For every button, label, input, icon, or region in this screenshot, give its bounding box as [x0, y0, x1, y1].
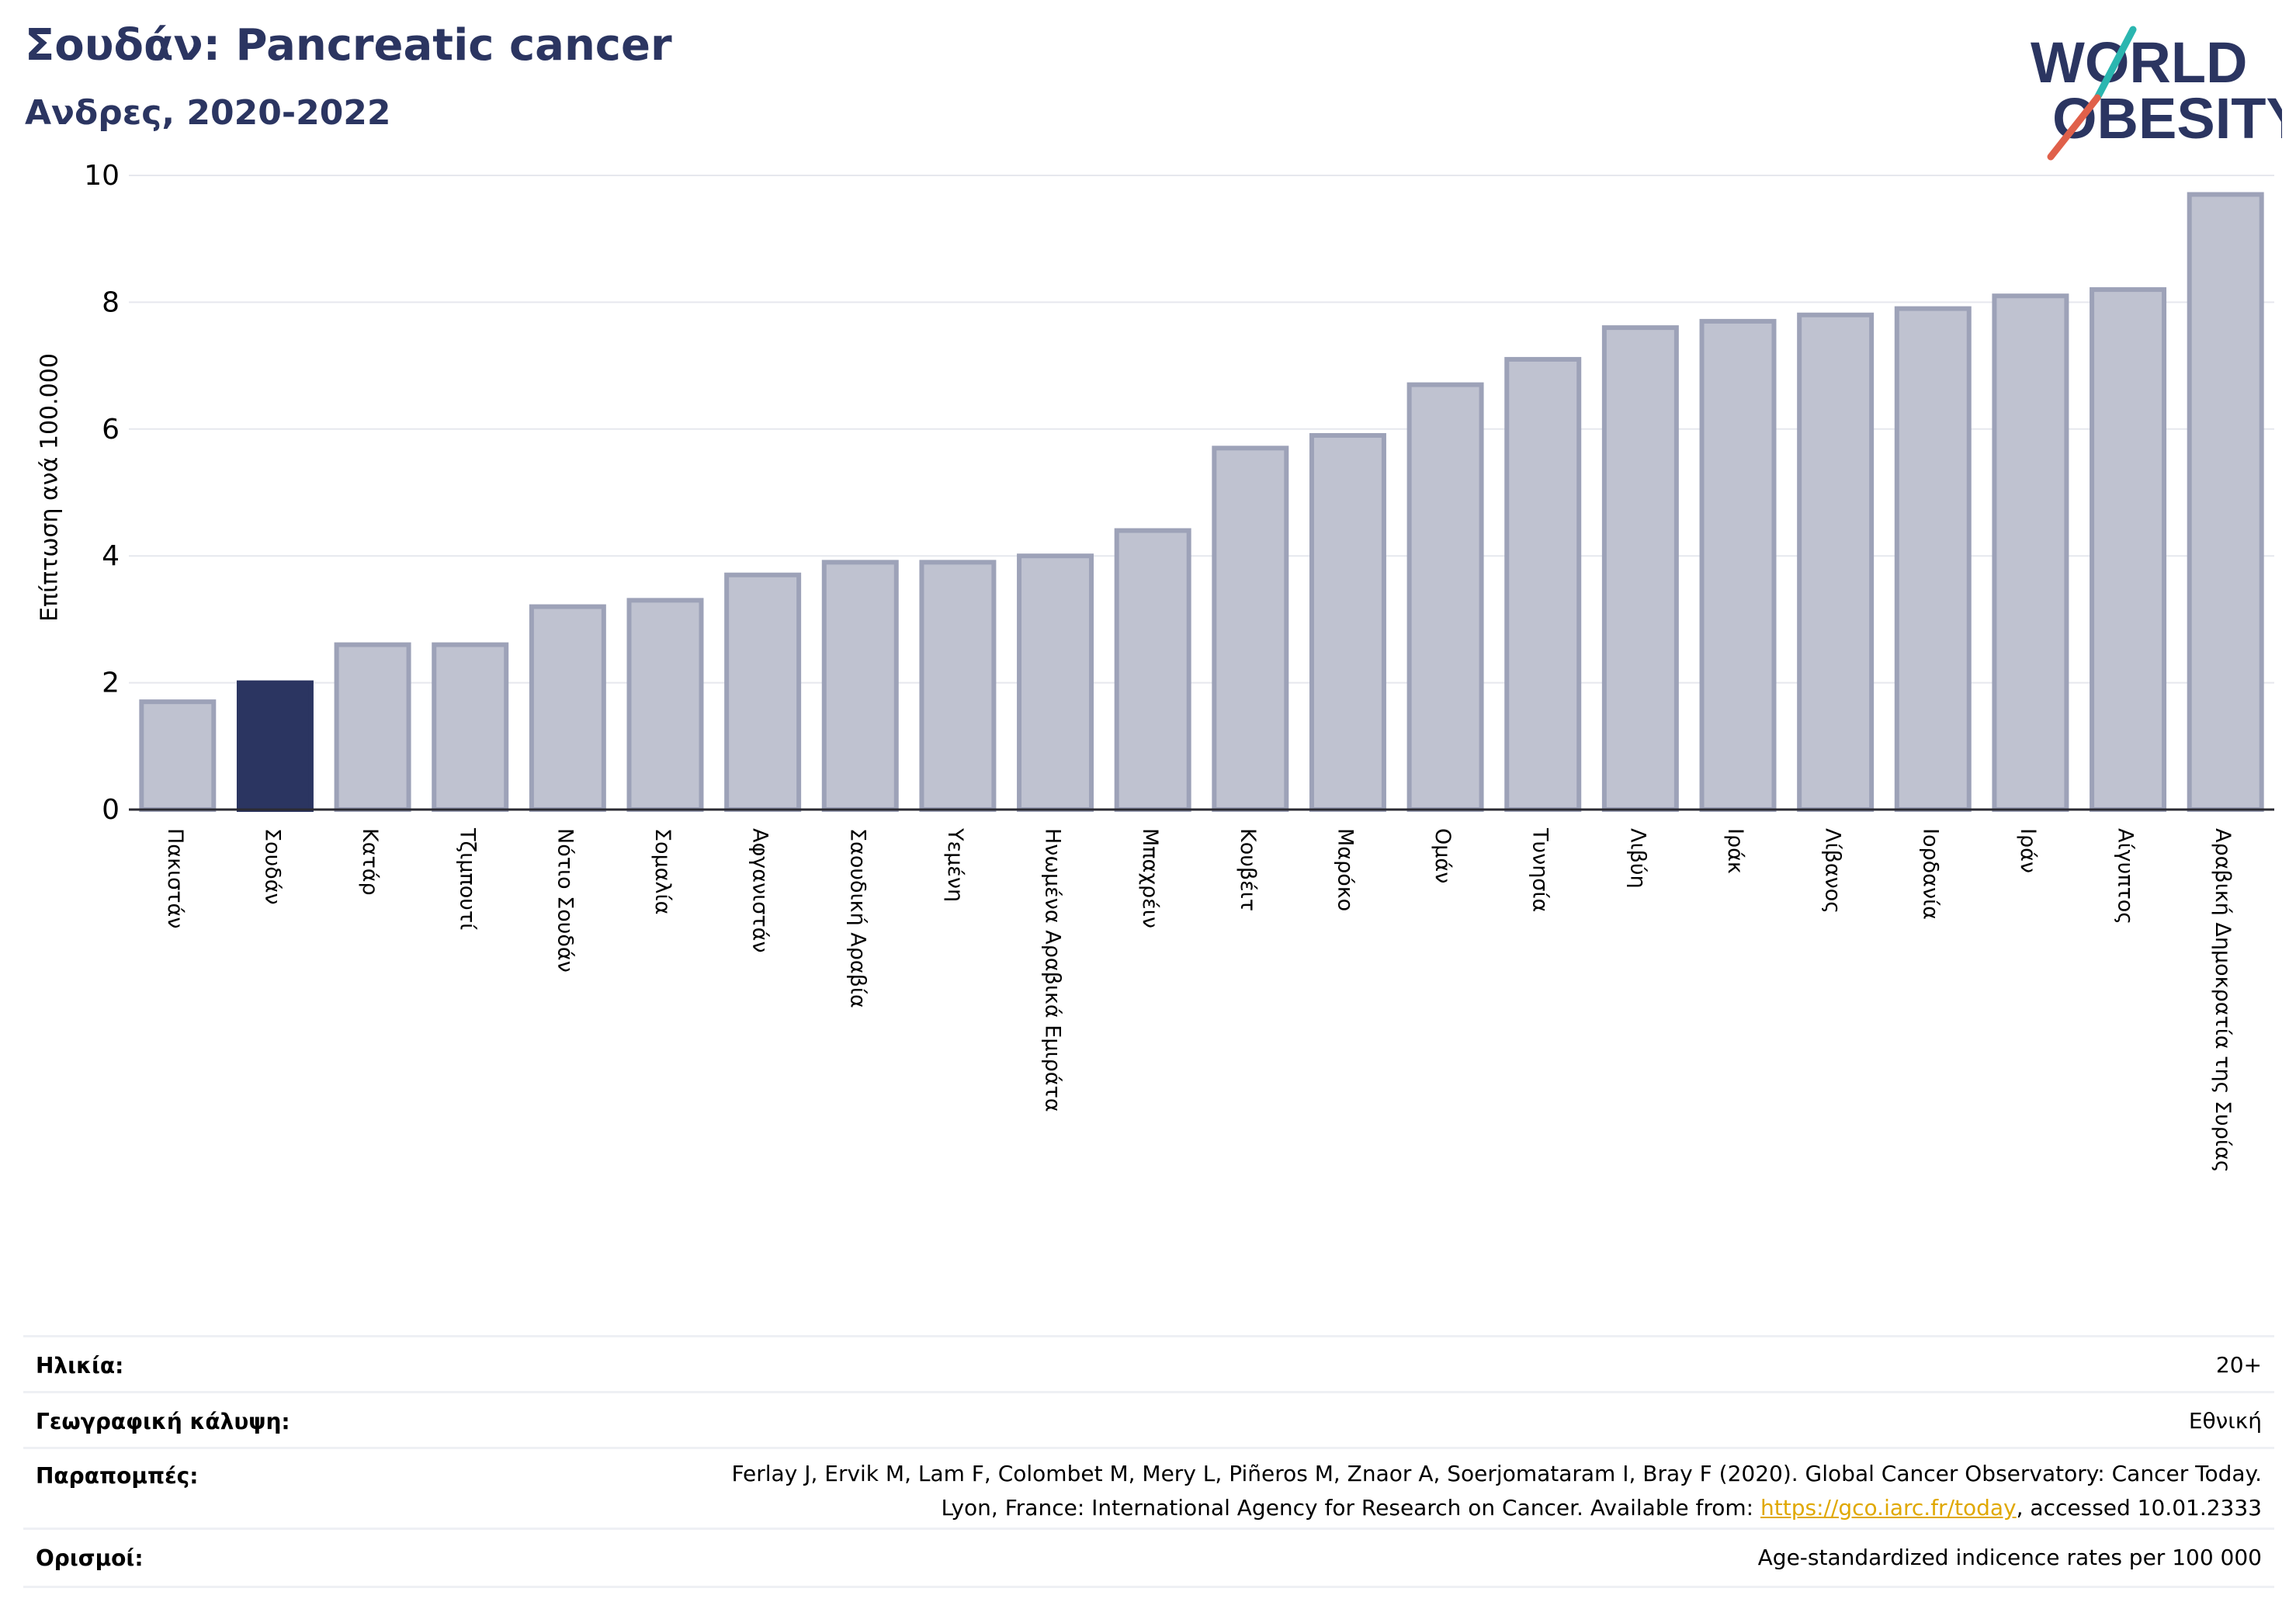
x-tick-label: Πακιστάν	[163, 828, 187, 928]
x-tick-label: Αραβική Δημοκρατία της Συρίας	[2211, 828, 2235, 1173]
bar	[139, 699, 217, 812]
bar	[529, 604, 606, 812]
x-tick-label: Αίγυπτος	[2114, 828, 2138, 924]
references-line2: Lyon, France: International Agency for R…	[731, 1491, 2262, 1525]
x-tick-label: Κατάρ	[358, 828, 382, 896]
y-tick-label: 0	[102, 794, 120, 826]
bar	[334, 642, 411, 813]
x-tick-label: Κουβέιτ	[1236, 828, 1260, 911]
logo-line1: WORLD	[2031, 30, 2248, 95]
x-tick-label: Τζιμπουτί	[456, 827, 480, 930]
definitions-value: Age-standardized indicence rates per 100…	[1757, 1545, 2262, 1570]
x-tick-label: Ιορδανία	[1918, 828, 1942, 920]
bar	[1114, 528, 1191, 813]
y-tick-label: 6	[102, 414, 120, 446]
references-value: Ferlay J, Ervik M, Lam F, Colombet M, Me…	[731, 1457, 2262, 1525]
page-subtitle: Ανδρες, 2020-2022	[25, 93, 391, 133]
bar	[236, 680, 314, 812]
page-title: Σουδάν: Pancreatic cancer	[25, 20, 672, 71]
x-tick-label: Υεμένη	[943, 827, 967, 902]
bar	[1601, 325, 1679, 812]
age-value: 20+	[2215, 1352, 2262, 1378]
bar	[821, 560, 899, 812]
y-tick-label: 2	[102, 668, 120, 699]
x-tick-label: Λίβανος	[1821, 828, 1845, 914]
x-tick-label: Σομαλία	[650, 828, 675, 914]
bar	[1797, 312, 1875, 812]
bar-chart: 0 2 4 6 8 10 Πακιστάν Σουδάν Κατάρ Τζιμπουτί Νότιο…	[84, 160, 2274, 1173]
x-tick-label: Τυνησία	[1528, 827, 1552, 912]
bar	[432, 642, 509, 813]
coverage-value: Εθνική	[2188, 1408, 2262, 1434]
y-tick-label: 4	[102, 540, 120, 572]
references-link[interactable]: https://gco.iarc.fr/today	[1760, 1495, 2017, 1521]
logo-line2: OBESITY	[2052, 86, 2282, 151]
bar	[1504, 356, 1582, 812]
x-tick-label: Σουδάν	[260, 828, 284, 905]
info-row-age: Ηλικία: 20+	[23, 1335, 2274, 1393]
info-row-coverage: Γεωγραφική κάλυψη: Εθνική	[23, 1391, 2274, 1449]
x-tick-label: Ηνωμένα Αραβικά Εμιράτα	[1041, 828, 1065, 1112]
x-tick-label: Ομάν	[1431, 828, 1455, 883]
x-tick-label: Ιράκ	[1723, 828, 1747, 874]
bar	[1017, 553, 1094, 812]
definitions-label: Ορισμοί:	[36, 1545, 144, 1571]
bar	[1212, 446, 1289, 812]
age-label: Ηλικία:	[36, 1353, 124, 1379]
y-tick-label: 8	[102, 286, 120, 318]
bar	[2090, 287, 2167, 812]
x-tick-label: Σαουδική Αραβία	[845, 828, 869, 1008]
x-tick-label: Μαρόκο	[1333, 828, 1357, 911]
bar	[1699, 318, 1777, 813]
x-tick-label: Μπαχρέιν	[1138, 828, 1162, 928]
references-accessed: , accessed 10.01.2333	[2016, 1495, 2262, 1521]
x-tick-label: Νότιο Σουδάν	[553, 828, 577, 973]
references-label: Παραπομπές:	[36, 1463, 199, 1489]
info-row-definitions: Ορισμοί: Age-standardized indicence rate…	[23, 1528, 2274, 1588]
bar	[2187, 192, 2264, 812]
bar	[919, 560, 997, 812]
world-obesity-logo: WORLD OBESITY	[2031, 26, 2282, 161]
coverage-label: Γεωγραφική κάλυψη:	[36, 1409, 290, 1434]
info-row-references: Παραπομπές: Ferlay J, Ervik M, Lam F, Co…	[23, 1447, 2274, 1530]
y-tick-label: 10	[84, 160, 120, 192]
x-tick-label: Λιβύη	[1625, 828, 1649, 889]
bar	[1309, 432, 1386, 812]
references-line1: Ferlay J, Ervik M, Lam F, Colombet M, Me…	[731, 1461, 2262, 1486]
bar	[626, 598, 704, 812]
x-tick-label: Αφγανιστάν	[748, 828, 772, 953]
x-tick-label: Ιράν	[2016, 828, 2040, 873]
bar	[1406, 382, 1484, 812]
bar	[1992, 293, 2069, 813]
bar	[724, 572, 802, 813]
references-line2-text: Lyon, France: International Agency for R…	[941, 1495, 1760, 1521]
y-axis-title: Επίπτωση ανά 100.000	[36, 353, 64, 622]
bar	[1894, 306, 1972, 812]
